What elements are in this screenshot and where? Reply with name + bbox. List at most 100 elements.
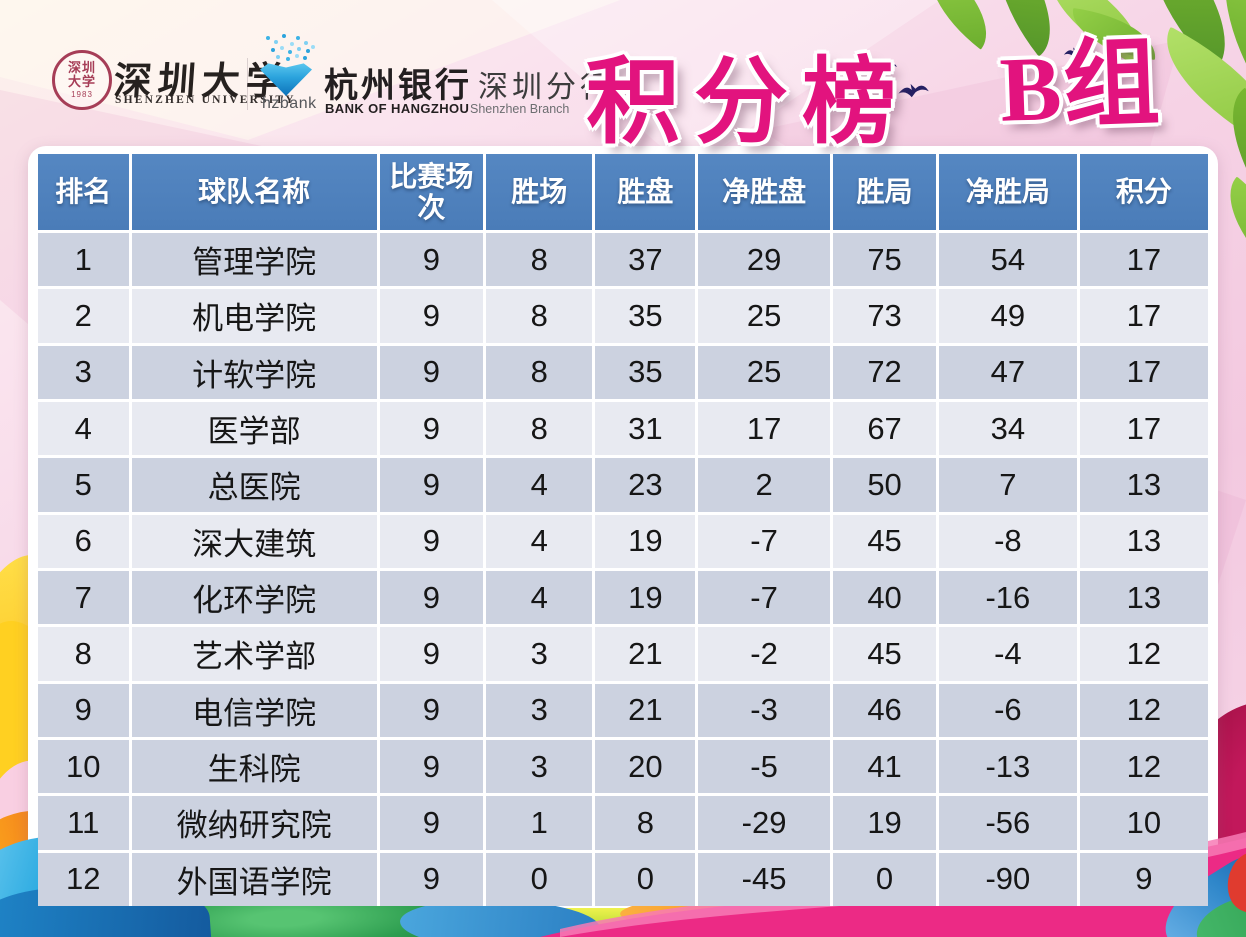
bird-icon [1063, 47, 1088, 58]
net_games-cell: -8 [939, 514, 1077, 568]
col-header-sets_won: 胜盘 [595, 154, 696, 230]
net_games-cell: -90 [939, 852, 1077, 906]
sets_won-cell: 8 [595, 796, 696, 850]
standings-table: 排名 球队名称 比赛场次 胜场 胜盘 净胜盘 胜局 净胜局 积分 1 管理学院 9 8 37 29 75 54 1… [38, 154, 1208, 906]
games_won-cell: 0 [832, 852, 937, 906]
net_games-cell: 47 [939, 345, 1077, 399]
points-cell: 13 [1079, 514, 1208, 568]
wins-cell: 4 [485, 458, 593, 512]
wins-cell: 0 [485, 852, 593, 906]
sets_won-cell: 0 [595, 852, 696, 906]
szu-seal-logo: 深圳大学 1983 [52, 50, 112, 110]
rank-cell: 9 [38, 683, 129, 737]
played-cell: 9 [379, 627, 483, 681]
col-header-wins: 胜场 [485, 154, 593, 230]
net_games-cell: -6 [939, 683, 1077, 737]
played-cell: 9 [379, 233, 483, 287]
group-suffix: 组 [1061, 29, 1162, 140]
wins-cell: 3 [485, 627, 593, 681]
net_sets-cell: -3 [698, 683, 830, 737]
net_sets-cell: 25 [698, 289, 830, 343]
bank-name-en: BANK OF HANGZHOU [325, 101, 470, 116]
col-header-rank: 排名 [38, 154, 129, 230]
played-cell: 9 [379, 289, 483, 343]
played-cell: 9 [379, 796, 483, 850]
team-name-cell: 计软学院 [131, 345, 377, 399]
net_games-cell: 34 [939, 401, 1077, 456]
rank-cell: 10 [38, 739, 129, 794]
hzbank-logo-dots [266, 36, 270, 40]
played-cell: 9 [379, 514, 483, 568]
bird-icon [873, 61, 898, 72]
games_won-cell: 67 [832, 401, 937, 456]
sets_won-cell: 37 [595, 233, 696, 287]
points-cell: 12 [1079, 627, 1208, 681]
wins-cell: 1 [485, 796, 593, 850]
net_sets-cell: 17 [698, 401, 830, 456]
team-name-cell: 外国语学院 [131, 852, 377, 906]
net_games-cell: -4 [939, 627, 1077, 681]
rank-cell: 5 [38, 458, 129, 512]
rank-cell: 6 [38, 514, 129, 568]
games_won-cell: 73 [832, 289, 937, 343]
sets_won-cell: 21 [595, 683, 696, 737]
net_games-cell: -13 [939, 739, 1077, 794]
rank-cell: 4 [38, 401, 129, 456]
played-cell: 9 [379, 683, 483, 737]
sets_won-cell: 35 [595, 345, 696, 399]
team-name-cell: 管理学院 [131, 233, 377, 287]
col-header-games_won: 胜局 [832, 154, 937, 230]
col-header-played: 比赛场次 [379, 154, 483, 230]
bank-name-cn: 杭州银行 [324, 67, 472, 105]
wins-cell: 4 [485, 514, 593, 568]
logo-divider [247, 58, 248, 110]
points-cell: 10 [1079, 796, 1208, 850]
points-cell: 12 [1079, 739, 1208, 794]
sets_won-cell: 19 [595, 514, 696, 568]
points-cell: 17 [1079, 289, 1208, 343]
wins-cell: 4 [485, 570, 593, 625]
sets_won-cell: 31 [595, 401, 696, 456]
net_games-cell: 49 [939, 289, 1077, 343]
net_sets-cell: -7 [698, 514, 830, 568]
rank-cell: 3 [38, 345, 129, 399]
hzbank-logo-text: hzbank [262, 95, 317, 112]
team-name-cell: 深大建筑 [131, 514, 377, 568]
games_won-cell: 72 [832, 345, 937, 399]
played-cell: 9 [379, 345, 483, 399]
team-name-cell: 艺术学部 [131, 627, 377, 681]
net_sets-cell: -2 [698, 627, 830, 681]
points-cell: 17 [1079, 233, 1208, 287]
szu-name-en: SHENZHEN UNIVERSITY [115, 94, 296, 106]
points-cell: 13 [1079, 458, 1208, 512]
sets_won-cell: 19 [595, 570, 696, 625]
points-cell: 9 [1079, 852, 1208, 906]
rank-cell: 7 [38, 570, 129, 625]
bank-branch-cn: 深圳分行 [478, 71, 614, 104]
szu-seal-year: 1983 [71, 89, 93, 99]
net_sets-cell: 25 [698, 345, 830, 399]
points-cell: 17 [1079, 345, 1208, 399]
bird-icon [898, 83, 929, 98]
played-cell: 9 [379, 739, 483, 794]
games_won-cell: 45 [832, 627, 937, 681]
wins-cell: 8 [485, 289, 593, 343]
wins-cell: 3 [485, 683, 593, 737]
team-name-cell: 电信学院 [131, 683, 377, 737]
rank-cell: 8 [38, 627, 129, 681]
played-cell: 9 [379, 852, 483, 906]
team-name-cell: 总医院 [131, 458, 377, 512]
games_won-cell: 19 [832, 796, 937, 850]
team-name-cell: 生科院 [131, 739, 377, 794]
bird-icon [1010, 56, 1043, 71]
team-name-cell: 化环学院 [131, 570, 377, 625]
wins-cell: 8 [485, 345, 593, 399]
net_sets-cell: 29 [698, 233, 830, 287]
col-header-net_games: 净胜局 [939, 154, 1077, 230]
szu-seal-text: 深圳大学 [67, 60, 96, 89]
wins-cell: 8 [485, 233, 593, 287]
played-cell: 9 [379, 570, 483, 625]
sets_won-cell: 20 [595, 739, 696, 794]
games_won-cell: 41 [832, 739, 937, 794]
